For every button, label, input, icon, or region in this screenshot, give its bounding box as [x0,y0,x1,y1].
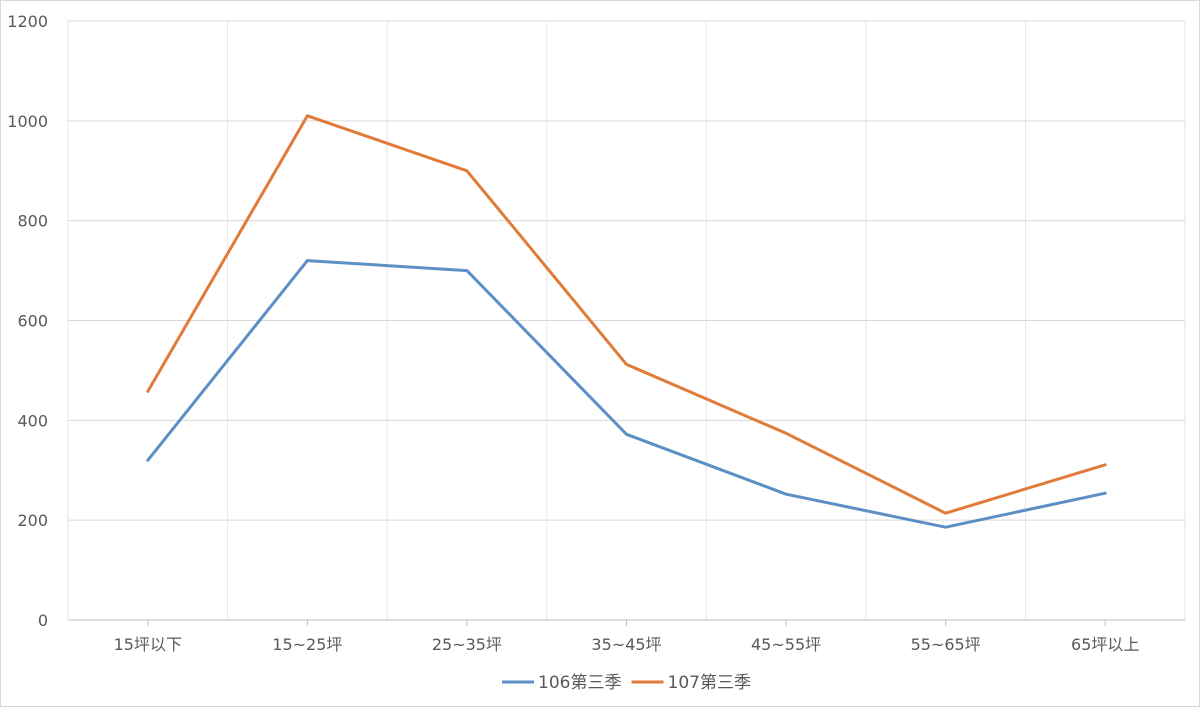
x-tick-label: 15~25坪 [272,635,342,654]
series-layer [146,114,1107,529]
x-tick-label: 45~55坪 [751,635,821,654]
legend-label: 107第三季 [668,673,751,693]
data-point [785,432,787,434]
data-point [1104,464,1106,466]
x-tick-label: 55~65坪 [911,635,981,654]
legend-item-1: 106第三季 [502,673,621,693]
data-point [785,493,787,495]
legend: 106第三季 107第三季 [502,673,751,693]
data-point [626,363,627,365]
y-tick-label: 400 [17,411,48,430]
y-tick-label: 200 [17,511,48,530]
data-point [147,459,149,461]
data-point [626,433,627,435]
legend-item-2: 107第三季 [631,673,751,693]
axis-layer: 0 200 400 600 800 1000 1200 15坪以下 15~25坪 25~35坪 35… [7,12,1185,654]
data-point [466,170,468,172]
series-line-2 [146,114,1107,515]
y-tick-label: 1200 [7,12,48,31]
x-tick-label: 25~35坪 [432,635,502,654]
data-point [1104,492,1106,494]
data-point [466,270,468,272]
data-point [945,512,947,514]
y-tick-label: 0 [38,611,48,630]
grid-layer [67,20,1186,620]
x-tick-label: 35~45坪 [591,635,661,654]
legend-label: 106第三季 [538,673,621,693]
x-tick-label: 65坪以上 [1071,635,1139,654]
data-point [306,260,308,262]
x-tick-label: 15坪以下 [114,635,182,654]
y-tick-label: 800 [17,212,48,231]
y-tick-label: 600 [17,312,48,331]
series-line-1 [146,259,1107,529]
data-point [147,390,149,392]
data-point [306,115,308,117]
y-tick-label: 1000 [7,112,48,131]
data-point [945,526,947,528]
